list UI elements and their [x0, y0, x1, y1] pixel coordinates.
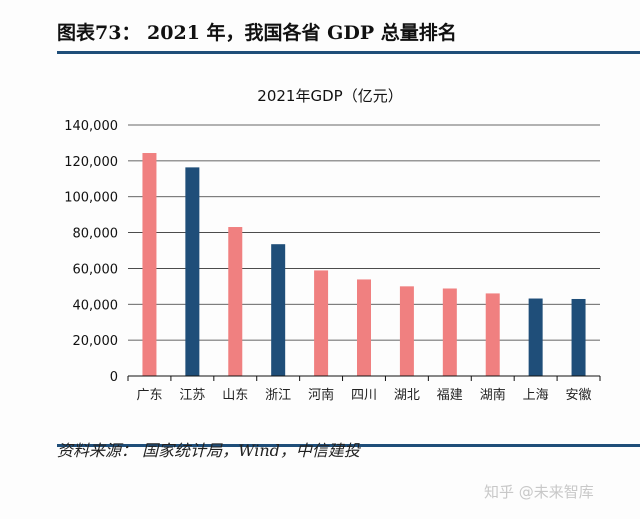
x-tick-label: 广东 — [136, 388, 162, 403]
header-rule — [57, 51, 640, 54]
footer-rule — [57, 444, 640, 447]
bar-安徽 — [571, 298, 586, 376]
x-tick-label: 山东 — [222, 388, 248, 403]
bar-湖南 — [485, 293, 500, 376]
x-tick-label: 江苏 — [179, 387, 205, 403]
y-tick-label: 100,000 — [64, 191, 118, 206]
bar-福建 — [442, 288, 457, 376]
x-tick-label: 河南 — [308, 387, 334, 403]
x-tick-label: 安徽 — [566, 388, 592, 403]
x-tick-label: 湖南 — [480, 387, 506, 403]
bar-江苏 — [185, 167, 200, 376]
x-tick-label: 四川 — [351, 388, 377, 403]
x-tick-label: 上海 — [523, 388, 549, 403]
y-tick-label: 20,000 — [73, 334, 119, 349]
y-tick-label: 140,000 — [64, 119, 118, 134]
bar-四川 — [357, 279, 371, 376]
x-tick-label: 浙江 — [265, 388, 291, 403]
x-tick-label: 福建 — [437, 388, 463, 403]
bar-上海 — [528, 298, 543, 376]
y-tick-label: 60,000 — [73, 262, 119, 277]
source-note: 资料来源： 国家统计局，Wind，中信建投 — [57, 441, 360, 460]
bar-广东 — [142, 153, 157, 376]
y-tick-label: 80,000 — [73, 227, 119, 242]
y-tick-label: 120,000 — [64, 155, 118, 170]
bar-湖北 — [399, 286, 414, 376]
y-tick-label: 40,000 — [73, 298, 119, 313]
watermark: 知乎 @未来智库 — [484, 483, 594, 501]
bar-河南 — [314, 270, 329, 376]
bar-山东 — [228, 227, 243, 376]
bar-浙江 — [271, 244, 286, 376]
y-tick-label: 0 — [110, 370, 118, 385]
figure-header: 图表73： 2021 年，我国各省 GDP 总量排名 — [57, 22, 457, 44]
x-tick-label: 湖北 — [394, 388, 420, 403]
chart-title: 2021年GDP（亿元） — [257, 87, 402, 105]
